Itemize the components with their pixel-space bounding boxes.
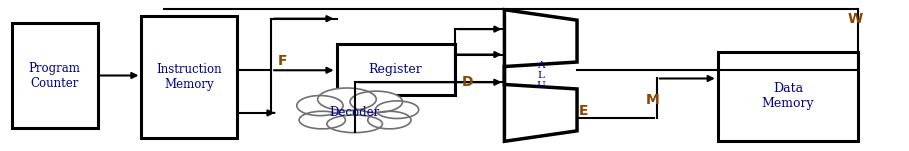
Polygon shape: [504, 10, 577, 141]
Text: Register: Register: [369, 63, 423, 76]
Ellipse shape: [375, 101, 419, 119]
Text: Instruction
Memory: Instruction Memory: [156, 63, 222, 91]
Bar: [718, 51, 858, 141]
Text: Data
Memory: Data Memory: [762, 82, 814, 110]
Text: D: D: [462, 75, 474, 89]
Text: M: M: [646, 93, 660, 107]
Text: E: E: [579, 104, 588, 118]
Ellipse shape: [368, 111, 411, 129]
Ellipse shape: [350, 91, 403, 112]
Text: A
L
U: A L U: [536, 61, 545, 90]
Text: F: F: [277, 54, 287, 67]
Ellipse shape: [297, 96, 343, 116]
Bar: [336, 44, 454, 95]
Bar: [12, 23, 98, 128]
Ellipse shape: [317, 88, 376, 111]
Text: W: W: [847, 12, 863, 26]
Text: Program
Counter: Program Counter: [29, 61, 81, 90]
Bar: [142, 16, 236, 138]
Ellipse shape: [299, 111, 345, 129]
Ellipse shape: [327, 115, 383, 133]
Text: Decoder: Decoder: [330, 106, 380, 119]
